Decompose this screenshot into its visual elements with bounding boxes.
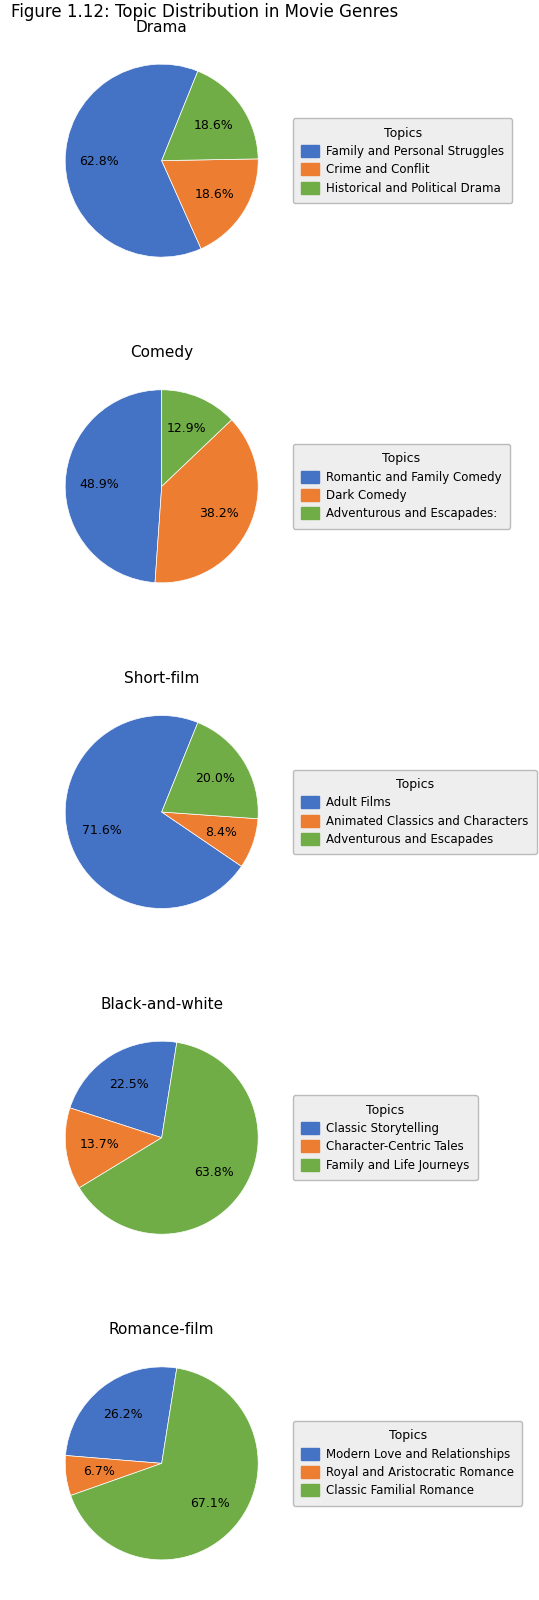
Title: Short-film: Short-film [124,670,199,686]
Wedge shape [65,715,241,909]
Text: 63.8%: 63.8% [194,1166,234,1179]
Text: 67.1%: 67.1% [190,1498,230,1510]
Text: 12.9%: 12.9% [167,422,206,435]
Text: 38.2%: 38.2% [198,507,238,520]
Text: 71.6%: 71.6% [82,824,122,837]
Legend: Modern Love and Relationships, Royal and Aristocratic Romance, Classic Familial : Modern Love and Relationships, Royal and… [293,1421,522,1506]
Wedge shape [155,419,258,582]
Text: 22.5%: 22.5% [109,1078,149,1091]
Text: 6.7%: 6.7% [84,1466,115,1478]
Text: 62.8%: 62.8% [79,155,119,168]
Wedge shape [66,1366,177,1464]
Text: 8.4%: 8.4% [205,826,237,838]
Wedge shape [162,70,258,160]
Legend: Family and Personal Struggles, Crime and Conflit, Historical and Political Drama: Family and Personal Struggles, Crime and… [293,118,513,203]
Text: Figure 1.12: Topic Distribution in Movie Genres: Figure 1.12: Topic Distribution in Movie… [11,3,398,21]
Wedge shape [162,158,258,248]
Wedge shape [65,1107,162,1187]
Title: Romance-film: Romance-film [109,1323,215,1338]
Wedge shape [162,390,232,486]
Wedge shape [71,1368,258,1560]
Legend: Classic Storytelling, Character-Centric Tales, Family and Life Journeys: Classic Storytelling, Character-Centric … [293,1096,478,1179]
Legend: Romantic and Family Comedy, Dark Comedy, Adventurous and Escapades:: Romantic and Family Comedy, Dark Comedy,… [293,445,510,528]
Text: 18.6%: 18.6% [194,118,233,131]
Text: 20.0%: 20.0% [195,773,235,786]
Wedge shape [162,723,258,819]
Wedge shape [79,1042,258,1234]
Text: 26.2%: 26.2% [103,1408,143,1421]
Legend: Adult Films, Animated Classics and Characters, Adventurous and Escapades: Adult Films, Animated Classics and Chara… [293,770,537,854]
Text: 13.7%: 13.7% [80,1139,119,1152]
Text: 18.6%: 18.6% [195,187,234,200]
Title: Drama: Drama [136,19,188,35]
Wedge shape [65,390,162,582]
Wedge shape [65,64,201,258]
Title: Comedy: Comedy [130,346,194,360]
Wedge shape [162,811,258,866]
Text: 48.9%: 48.9% [79,478,119,491]
Wedge shape [65,1456,162,1496]
Wedge shape [70,1042,177,1138]
Title: Black-and-white: Black-and-white [100,997,223,1011]
